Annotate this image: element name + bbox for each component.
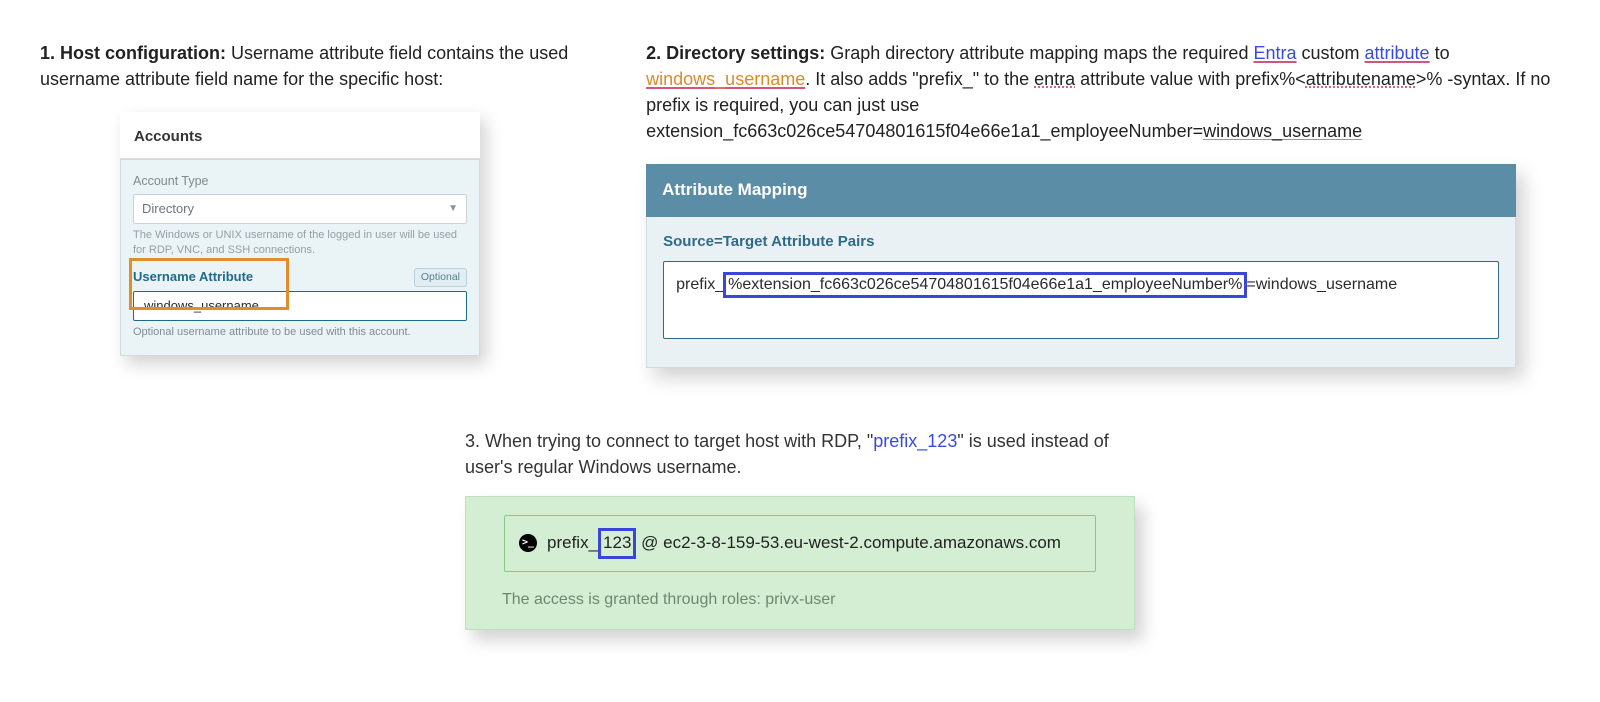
username-attribute-label: Username Attribute: [133, 268, 253, 287]
account-type-label: Account Type: [133, 172, 467, 190]
attribute-mapping-header: Attribute Mapping: [646, 164, 1516, 217]
link-entra[interactable]: Entra: [1253, 43, 1296, 63]
step2-body-mid3: . It also adds "prefix_" to the: [805, 69, 1034, 89]
attrmap-value-prefix: prefix_: [676, 276, 724, 293]
entra-word: entra: [1034, 69, 1075, 89]
access-granted-text: The access is granted through roles: pri…: [488, 588, 1112, 611]
attribute-mapping-panel: Attribute Mapping Source=Target Attribut…: [646, 164, 1516, 367]
step2-body-mid1: custom: [1297, 43, 1365, 63]
conn-at: @: [641, 533, 658, 552]
chevron-down-icon: ▼: [448, 202, 458, 217]
username-attribute-helper: Optional username attribute to be used w…: [133, 325, 467, 341]
step3-text: 3. When trying to connect to target host…: [465, 428, 1135, 480]
account-type-helper: The Windows or UNIX username of the logg…: [133, 228, 467, 258]
step2-body-pre: Graph directory attribute mapping maps t…: [830, 43, 1253, 63]
link-windows-username[interactable]: windows_username: [646, 69, 805, 89]
attribute-mapping-body: Source=Target Attribute Pairs prefix_%ex…: [646, 217, 1516, 368]
attributename-word: attributename: [1306, 69, 1416, 89]
username-attribute-row: Username Attribute Optional: [133, 268, 467, 287]
accounts-panel: Accounts Account Type Directory ▼ The Wi…: [120, 112, 480, 356]
step1-title: Host configuration:: [60, 43, 226, 63]
attribute-mapping-subheader: Source=Target Attribute Pairs: [663, 231, 1499, 253]
terminal-icon: >_: [519, 534, 537, 552]
step3-pre: 3. When trying to connect to target host…: [465, 431, 873, 451]
link-attribute[interactable]: attribute: [1365, 43, 1430, 63]
step3-highlight: prefix_123: [873, 431, 957, 451]
connection-string: prefix_123 @ ec2-3-8-159-53.eu-west-2.co…: [547, 528, 1061, 559]
account-type-value: Directory: [142, 200, 194, 219]
highlight-blue-box-small: 123: [598, 528, 636, 559]
step2-number: 2.: [646, 43, 661, 63]
accounts-heading: Accounts: [120, 112, 480, 159]
accounts-body: Account Type Directory ▼ The Windows or …: [120, 159, 480, 356]
optional-badge: Optional: [414, 268, 467, 287]
account-type-select[interactable]: Directory ▼: [133, 194, 467, 224]
step2-body-mid4: attribute value with prefix%<: [1075, 69, 1306, 89]
windows-username-tail: windows_username: [1203, 121, 1362, 141]
attrmap-value-suffix: =windows_username: [1246, 276, 1397, 293]
step2-text: 2. Directory settings: Graph directory a…: [646, 40, 1560, 144]
step1-number: 1.: [40, 43, 55, 63]
step2-title: Directory settings:: [666, 43, 825, 63]
step1-text: 1. Host configuration: Username attribut…: [40, 40, 616, 92]
attribute-mapping-input[interactable]: prefix_%extension_fc663c026ce54704801615…: [663, 261, 1499, 339]
connection-panel: >_ prefix_123 @ ec2-3-8-159-53.eu-west-2…: [465, 496, 1135, 630]
username-attribute-input[interactable]: [133, 291, 467, 321]
conn-host: ec2-3-8-159-53.eu-west-2.compute.amazona…: [663, 533, 1061, 552]
step2-body-mid2: to: [1430, 43, 1450, 63]
highlight-blue-box: %extension_fc663c026ce54704801615f04e66e…: [723, 272, 1247, 298]
conn-prefix: prefix_: [547, 533, 598, 552]
connection-line: >_ prefix_123 @ ec2-3-8-159-53.eu-west-2…: [504, 515, 1096, 572]
